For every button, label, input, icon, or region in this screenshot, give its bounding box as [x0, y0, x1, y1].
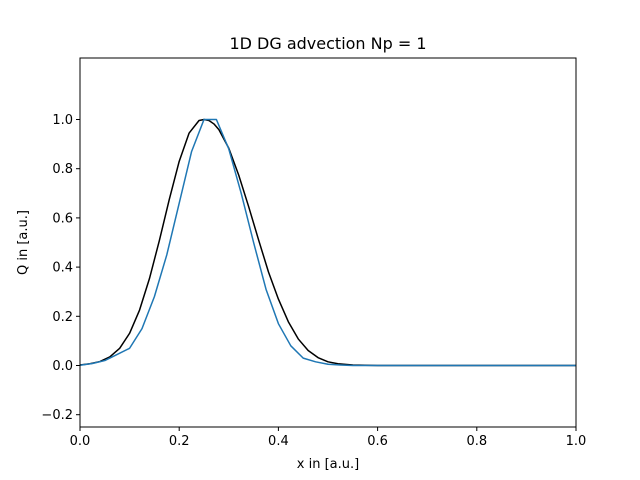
chart-title: 1D DG advection Np = 1: [229, 34, 426, 53]
x-tick-label: 0.2: [169, 434, 190, 449]
axes-frame: [79, 57, 577, 428]
x-tick-label: 0.8: [466, 434, 487, 449]
y-tick-label: 0.0: [52, 359, 73, 374]
x-tick-label: 0.6: [367, 434, 388, 449]
plot-area: [79, 57, 577, 428]
x-axis-label: x in [a.u.]: [297, 457, 359, 472]
y-tick-label: 0.6: [52, 211, 73, 226]
y-axis-ticks: −0.2 0.0 0.2 0.4 0.6 0.8 1.0: [41, 113, 80, 423]
y-tick-label: −0.2: [41, 408, 73, 423]
y-axis-label: Q in [a.u.]: [16, 210, 31, 275]
y-tick-label: 0.2: [52, 310, 73, 325]
x-tick-label: 1.0: [566, 434, 587, 449]
series-line-2: [79, 118, 576, 367]
y-tick-label: 1.0: [52, 113, 73, 128]
x-tick-label: 0.4: [268, 434, 289, 449]
x-axis-ticks: 0.0 0.2 0.4 0.6 0.8 1.0: [70, 427, 587, 449]
y-tick-label: 0.8: [52, 162, 73, 177]
series-layer: [79, 118, 576, 367]
x-tick-label: 0.0: [70, 434, 91, 449]
y-tick-label: 0.4: [52, 261, 73, 276]
